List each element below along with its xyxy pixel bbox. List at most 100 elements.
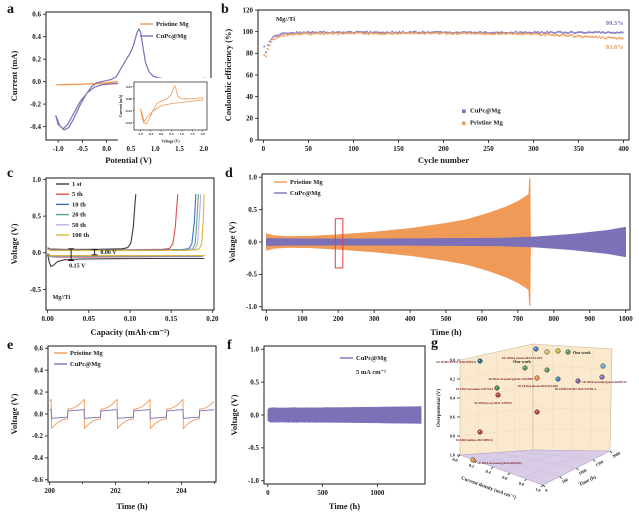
svg-text:10.1038/s41467-024-53796-z: 10.1038/s41467-024-53796-z bbox=[554, 387, 596, 391]
svg-text:50: 50 bbox=[305, 145, 313, 153]
svg-text:0.4: 0.4 bbox=[34, 366, 43, 374]
svg-text:0.0: 0.0 bbox=[250, 411, 259, 419]
svg-text:5 mA cm⁻²: 5 mA cm⁻² bbox=[356, 369, 386, 376]
svg-text:5 th: 5 th bbox=[72, 191, 83, 198]
svg-text:100: 100 bbox=[243, 28, 254, 36]
svg-text:0.5: 0.5 bbox=[248, 206, 257, 214]
svg-text:202: 202 bbox=[110, 487, 121, 495]
panel-letter-b: b bbox=[221, 2, 229, 17]
svg-text:10.1016/j.cej.2021.129751: 10.1016/j.cej.2021.129751 bbox=[474, 401, 512, 405]
svg-text:0.20: 0.20 bbox=[206, 315, 219, 323]
svg-text:900: 900 bbox=[585, 315, 596, 323]
svg-text:CuPc@Mg: CuPc@Mg bbox=[290, 190, 321, 197]
svg-text:0.15 V: 0.15 V bbox=[69, 263, 86, 269]
svg-text:0.06 V: 0.06 V bbox=[100, 250, 117, 256]
high-rate-cycling-chart: 0 500 1000 -1.0 -0.5 0.0 0.5 1.0 Time (h) Voltage… bbox=[226, 338, 432, 512]
svg-text:1.5: 1.5 bbox=[190, 132, 195, 136]
svg-text:200: 200 bbox=[44, 487, 55, 495]
panel-letter-g: g bbox=[431, 336, 438, 351]
svg-text:-0.4: -0.4 bbox=[32, 454, 44, 462]
svg-text:10.1038/s41557-018-0019-6: 10.1038/s41557-018-0019-6 bbox=[436, 360, 476, 364]
svg-text:0.4: 0.4 bbox=[32, 33, 41, 41]
svg-text:Pristine Mg: Pristine Mg bbox=[290, 179, 323, 186]
svg-text:500: 500 bbox=[317, 489, 328, 497]
svg-text:10 th: 10 th bbox=[72, 201, 86, 208]
svg-text:CuPc@Mg: CuPc@Mg bbox=[156, 33, 187, 40]
svg-text:-1.0: -1.0 bbox=[53, 145, 65, 153]
svg-text:0.6: 0.6 bbox=[502, 474, 509, 480]
svg-text:0.8: 0.8 bbox=[450, 434, 455, 439]
svg-text:Voltage (V): Voltage (V) bbox=[161, 140, 180, 144]
svg-text:0.00: 0.00 bbox=[126, 97, 132, 101]
svg-text:10.1021/acsenergylett.8c00737: 10.1021/acsenergylett.8c00737 bbox=[582, 380, 627, 384]
svg-text:200: 200 bbox=[438, 145, 449, 153]
svg-text:250: 250 bbox=[483, 145, 494, 153]
svg-text:0: 0 bbox=[250, 136, 254, 144]
svg-text:10.1016/j.ensm.2022.03.046: 10.1016/j.ensm.2022.03.046 bbox=[517, 384, 558, 388]
svg-text:CuPc@Mg: CuPc@Mg bbox=[70, 361, 101, 368]
svg-text:100 th: 100 th bbox=[72, 232, 90, 239]
svg-text:0.2: 0.2 bbox=[34, 388, 43, 396]
svg-text:0.8: 0.8 bbox=[518, 480, 525, 486]
svg-text:10.1021/acsnano.1c07223: 10.1021/acsnano.1c07223 bbox=[456, 387, 494, 391]
svg-text:0: 0 bbox=[262, 145, 266, 153]
svg-text:-0.2: -0.2 bbox=[30, 100, 42, 108]
svg-text:-1.0: -1.0 bbox=[246, 303, 258, 311]
svg-text:800: 800 bbox=[549, 315, 560, 323]
svg-text:-0.5: -0.5 bbox=[248, 444, 260, 452]
svg-text:1500: 1500 bbox=[594, 459, 604, 467]
svg-text:2000: 2000 bbox=[611, 451, 621, 459]
svg-text:0.0: 0.0 bbox=[34, 410, 43, 418]
svg-text:1.0: 1.0 bbox=[180, 132, 185, 136]
svg-text:93.8%: 93.8% bbox=[606, 44, 624, 51]
svg-text:2.0: 2.0 bbox=[201, 132, 206, 136]
svg-text:Our work: Our work bbox=[513, 359, 531, 364]
svg-text:-0.5: -0.5 bbox=[148, 132, 154, 136]
svg-text:10.1021/acsenergylett.1c02509: 10.1021/acsenergylett.1c02509 bbox=[488, 377, 533, 381]
svg-text:1.5: 1.5 bbox=[175, 145, 184, 153]
svg-text:0.6: 0.6 bbox=[450, 415, 455, 420]
svg-text:10.1002/adma.202100914: 10.1002/adma.202100914 bbox=[455, 438, 493, 442]
panel-letter-e: e bbox=[7, 338, 14, 353]
svg-text:Coulombic efficiency (%): Coulombic efficiency (%) bbox=[223, 29, 233, 122]
svg-text:Mg//Ti: Mg//Ti bbox=[53, 295, 71, 301]
svg-text:204: 204 bbox=[176, 487, 187, 495]
svg-text:20 th: 20 th bbox=[72, 212, 86, 219]
svg-text:0.5: 0.5 bbox=[32, 212, 41, 220]
svg-text:300: 300 bbox=[528, 145, 539, 153]
svg-text:Time (h): Time (h) bbox=[116, 501, 147, 511]
panel-b: b 0 50 100 150 200 250 300 350 400 0 20 40 60 80 100 12… bbox=[220, 2, 637, 166]
svg-text:0.05: 0.05 bbox=[83, 315, 96, 323]
svg-text:Our work: Our work bbox=[573, 350, 591, 355]
svg-text:-0.5: -0.5 bbox=[246, 271, 258, 279]
literature-comparison-3d-chart: 0.0 0.2 0.4 0.6 0.8 1.0 Overpotential (V) 0.0 0.… bbox=[430, 336, 637, 514]
svg-text:Pristine Mg: Pristine Mg bbox=[70, 350, 103, 357]
svg-text:-0.2: -0.2 bbox=[32, 432, 44, 440]
svg-text:0.2: 0.2 bbox=[468, 462, 475, 468]
panel-f: f 0 500 1000 -1.0 -0.5 0.0 0.5 1.0 Time (h) Volta… bbox=[226, 338, 432, 512]
panel-letter-f: f bbox=[227, 338, 232, 353]
svg-text:400: 400 bbox=[405, 315, 416, 323]
svg-text:Time (h): Time (h) bbox=[578, 475, 597, 488]
svg-text:Time (h): Time (h) bbox=[329, 501, 360, 511]
svg-text:0.6: 0.6 bbox=[34, 344, 43, 352]
svg-text:-0.01: -0.01 bbox=[125, 109, 132, 113]
svg-text:-0.5: -0.5 bbox=[30, 286, 42, 294]
panel-a: a -1.0 -0.5 0.0 0.5 1.0 1.5 2.0 -0.4 -0.2 0.0 0.2 0… bbox=[6, 2, 218, 166]
svg-text:0.0: 0.0 bbox=[452, 456, 459, 462]
svg-text:Voltage (V): Voltage (V) bbox=[9, 223, 19, 264]
svg-text:-0.02: -0.02 bbox=[125, 121, 132, 125]
svg-text:300: 300 bbox=[369, 315, 380, 323]
long-cycling-chart: 0 100 200 300 400 500 600 700 800 900 1000 -1.0 -0.5… bbox=[224, 166, 637, 338]
panel-c: c 0.00 0.05 0.10 0.15 0.20 -0.5 0.0 0.5 1.0 Capac… bbox=[6, 166, 222, 338]
svg-text:10.1021/acsenergylett.0c02252: 10.1021/acsenergylett.0c02252 bbox=[477, 461, 522, 465]
voltage-profile-zoom-chart: 200 202 204 -0.6 -0.4 -0.2 0.0 0.2 0.4 0.6 Time (h… bbox=[6, 338, 224, 512]
panel-letter-d: d bbox=[225, 166, 233, 181]
svg-text:1.0: 1.0 bbox=[250, 346, 259, 354]
svg-text:100: 100 bbox=[297, 315, 308, 323]
svg-text:50 th: 50 th bbox=[72, 222, 86, 229]
svg-text:1000: 1000 bbox=[578, 468, 588, 476]
panel-letter-a: a bbox=[7, 2, 14, 17]
svg-text:60: 60 bbox=[246, 71, 254, 79]
